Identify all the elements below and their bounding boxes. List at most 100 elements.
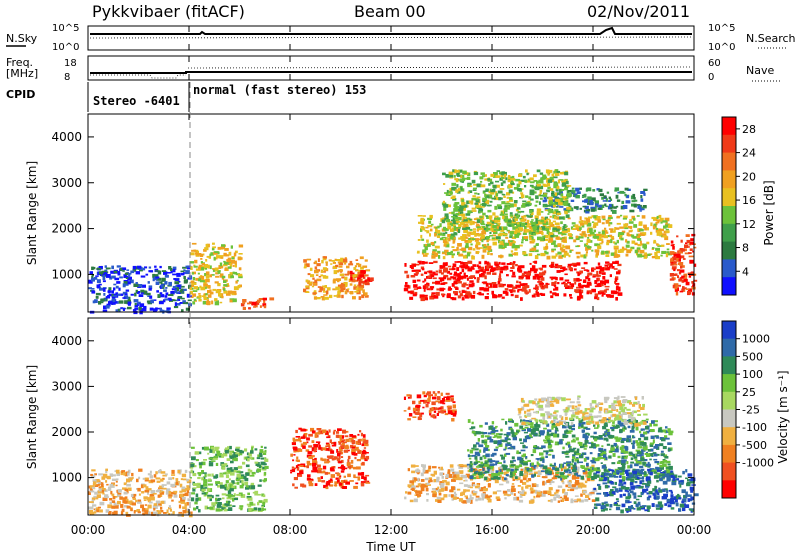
power-cell [677,275,679,279]
power-cell [104,272,107,274]
power-cell [139,303,145,308]
velocity-cell [435,400,440,403]
power-cell [448,190,453,194]
velocity-cell [440,483,445,486]
power-cell [148,285,153,290]
velocity-cell [298,427,302,430]
power-cell [539,189,543,193]
power-cell [451,211,455,215]
power-cell [585,209,590,214]
power-cell [641,232,647,236]
power-cell [358,279,362,283]
velocity-cell [211,502,216,506]
power-cell [651,248,654,250]
power-cell [625,253,629,257]
power-cell [453,203,458,207]
velocity-cell [308,480,312,484]
velocity-cell [189,467,194,469]
velocity-cell [329,478,333,481]
power-cell [583,221,587,225]
power-cell [536,180,539,184]
power-cell [569,297,573,299]
power-cell [547,169,553,173]
velocity-cell [196,485,201,488]
velocity-cell [314,434,318,438]
velocity-cell [131,472,134,477]
power-cell [591,197,596,202]
velocity-cell [138,468,143,472]
velocity-cell [316,428,322,431]
power-cell [586,290,592,294]
velocity-cell [175,478,179,482]
power-cell [559,277,564,281]
velocity-cell [216,504,222,508]
velocity-cell [501,418,505,421]
power-cell [123,281,128,285]
velocity-cell [563,495,568,500]
power-cell [322,267,327,271]
power-cell [498,261,501,265]
velocity-cell [211,473,214,477]
velocity-cell [565,484,569,488]
power-cell [640,255,645,258]
power-cell [498,226,502,230]
velocity-cell [653,420,658,423]
velocity-cell [226,487,230,490]
power-cell [676,269,681,272]
power-cell [470,266,474,270]
velocity-cell [561,479,564,483]
power-cell [433,260,438,264]
velocity-cell [492,452,497,456]
power-cell [258,298,264,300]
velocity-cell [293,477,298,481]
velocity-cell [527,470,533,473]
velocity-cell [422,469,426,473]
velocity-cell [341,464,344,467]
velocity-cells [88,391,699,518]
power-cell [426,230,430,234]
power-cell [467,184,470,188]
power-cell [525,214,529,217]
power-cell [605,268,610,271]
velocity-cell [320,447,323,451]
velocity-cell [138,476,141,480]
velocity-cell [121,508,125,512]
power-cell [305,279,309,283]
power-cell [665,230,670,234]
velocity-cell [201,470,204,473]
power-cell [174,278,180,281]
velocity-cell [422,406,425,409]
power-cell [359,284,365,289]
power-cell [615,276,619,280]
velocity-cell [517,485,521,487]
power-cell [440,218,443,221]
velocity-cell [507,494,511,496]
velocity-cell [591,499,596,502]
velocity-cell [244,448,248,452]
power-cell [439,287,444,292]
power-cell [552,228,556,233]
velocity-cell [207,494,212,498]
velocity-cell [411,470,416,474]
power-cell [185,270,190,275]
velocity-cell [495,470,499,475]
velocity-cell [335,477,340,480]
velocity-cell [664,456,669,459]
velocity-cell [653,423,658,427]
velocity-cell [157,494,161,498]
power-cell [575,187,580,192]
power-cell [536,276,540,280]
power-cell [515,208,519,212]
velocity-cell [209,498,212,502]
velocity-cell [241,483,245,486]
power-cell [534,204,538,207]
velocity-cell [499,474,502,478]
power-cell [508,230,512,234]
power-cell [511,262,515,265]
power-cell [317,258,320,262]
power-cell [420,226,424,229]
velocity-cell [361,443,365,447]
power-cell [520,192,524,195]
velocity-cell [546,434,551,438]
power-cell [499,241,504,244]
